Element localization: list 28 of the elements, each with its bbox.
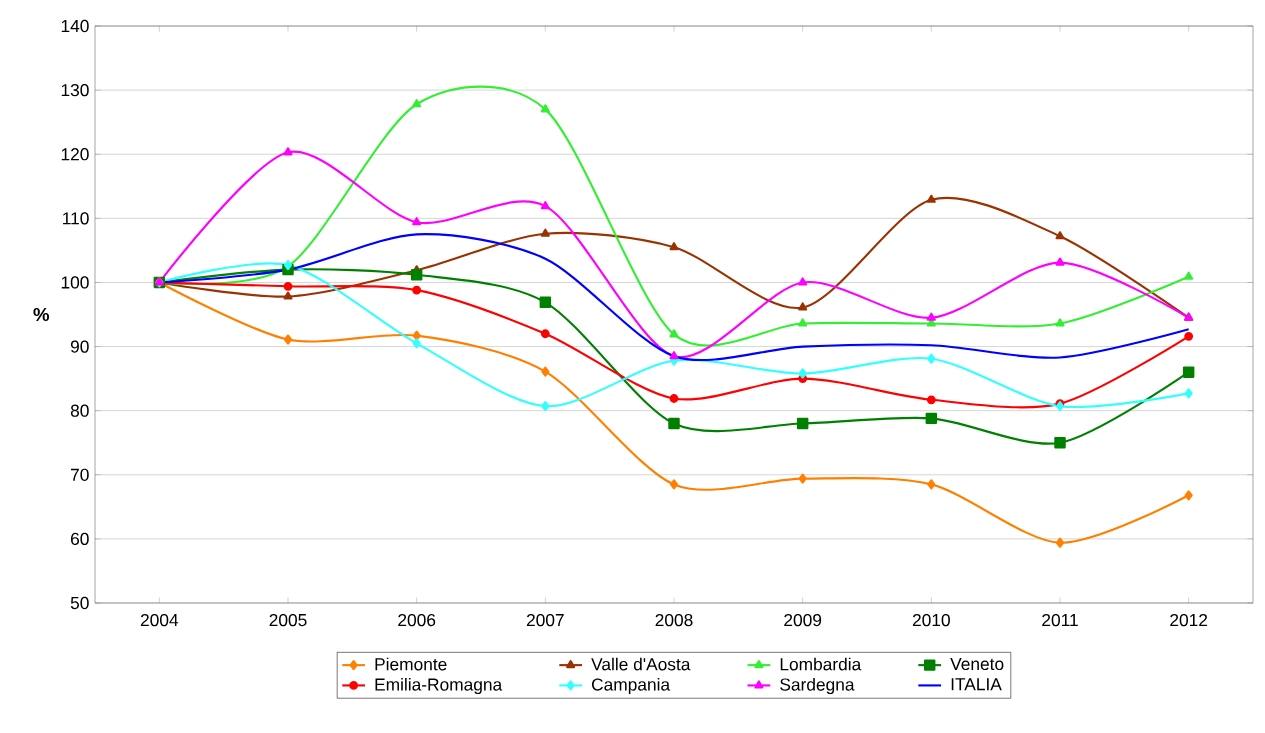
y-tick-label: 100 <box>61 276 89 289</box>
y-tick-label: 60 <box>71 532 89 546</box>
legend-label: Valle d'Aosta <box>591 657 691 671</box>
legend-label: Lombardia <box>780 657 862 671</box>
y-tick-label: 70 <box>71 468 89 481</box>
y-axis-title: % <box>33 307 50 322</box>
legend-label: Campania <box>591 677 671 695</box>
x-tick-label: 2005 <box>269 613 307 627</box>
legend-label: ITALIA <box>951 678 1002 691</box>
legend-label: Sardegna <box>780 677 855 695</box>
legend-label: Veneto <box>950 657 1004 671</box>
x-tick-label: 2012 <box>1170 613 1208 627</box>
y-tick-label: 50 <box>70 596 89 610</box>
x-tick-label: 2007 <box>526 613 564 627</box>
y-tick-label: 80 <box>70 404 89 417</box>
x-tick-label: 2008 <box>655 613 693 627</box>
x-tick-label: 2010 <box>912 613 950 627</box>
x-tick-label: 2011 <box>1042 613 1078 627</box>
x-tick-label: 2006 <box>398 613 436 627</box>
y-tick-label: 90 <box>70 340 89 353</box>
legend-label: Piemonte <box>375 657 447 671</box>
x-tick-label: 2004 <box>140 613 179 627</box>
y-tick-label: 140 <box>61 19 89 33</box>
legend-label: Emilia-Romagna <box>375 677 503 695</box>
x-tick-label: 2009 <box>784 613 822 627</box>
y-tick-label: 120 <box>61 148 89 161</box>
y-tick-label: 130 <box>61 83 89 97</box>
y-tick-label: 110 <box>63 212 89 225</box>
